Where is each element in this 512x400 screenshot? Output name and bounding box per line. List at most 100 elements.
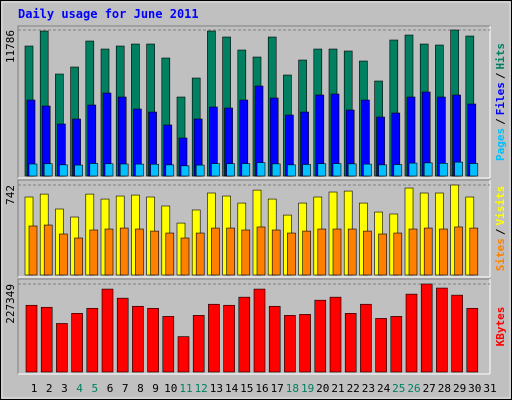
x-tick-label: 1 [31,382,38,395]
x-tick-label: 13 [210,382,223,395]
bar [238,296,251,373]
legend-separator: / [494,72,507,79]
bar [268,305,281,373]
legend-entry: Visits [494,186,507,226]
legend: KBytes [494,307,507,347]
bar [271,229,281,276]
x-tick-label: 10 [164,382,177,395]
x-tick-label: 26 [407,382,420,395]
bar [177,336,190,373]
bar [439,228,448,276]
bar [451,294,463,373]
bar [347,163,357,177]
x-tick-label: 20 [316,382,329,395]
bar [332,228,342,276]
bar [28,163,38,177]
bar [469,163,479,177]
bar [192,315,205,373]
bar [116,297,129,373]
bar [71,313,83,373]
bar [454,226,463,276]
x-tick-label: 23 [362,382,375,395]
bar [317,228,327,276]
bar [423,227,433,276]
bar [360,303,372,373]
bar [378,233,387,276]
x-tick-label: 2 [46,382,53,395]
bar [423,162,433,177]
x-tick-label: 6 [107,382,114,395]
bar [150,230,159,276]
bar [40,306,53,373]
bar [302,164,311,177]
x-tick-label: 19 [301,382,314,395]
bar [466,307,479,373]
bar [211,227,220,276]
bar [271,163,281,177]
bar [314,299,327,373]
y-tick-label: 742 [4,185,17,205]
x-tick-label: 29 [453,382,466,395]
bar [284,315,296,373]
x-tick-label: 18 [286,382,299,395]
bar [420,283,433,373]
legend-entry: Hits [494,43,507,70]
bar [408,228,418,276]
bar [43,224,53,276]
bar [405,293,418,373]
bar [195,164,205,177]
bar [253,288,266,373]
bar [390,316,403,373]
y-tick-label: 227349 [4,284,17,324]
x-tick-label: 9 [152,382,159,395]
bar [43,163,53,177]
bar [147,307,159,373]
bar [195,232,205,276]
bar [302,230,311,276]
y-tick-label: 11786 [4,30,17,63]
bar [329,296,342,373]
bar [393,232,403,276]
x-tick-label: 21 [331,382,344,395]
bar [226,227,235,276]
bar [135,163,144,177]
bar [208,303,220,373]
bar [241,163,251,177]
x-tick-label: 5 [91,382,98,395]
x-tick-label: 28 [438,382,451,395]
bar [241,229,251,276]
bar [101,288,114,373]
bar [256,226,266,276]
bar [211,163,220,177]
x-tick-label: 22 [347,382,360,395]
bar [132,305,144,373]
bar [74,164,83,177]
bar [287,232,296,276]
bar [89,163,99,177]
bar [74,237,83,276]
bar [287,164,296,177]
x-tick-label: 15 [240,382,253,395]
legend: Pages / Files / Hits [494,43,507,161]
bar [119,227,129,276]
x-tick-label: 30 [468,382,481,395]
chart-title: Daily usage for June 2011 [18,7,199,21]
bar [223,304,235,373]
bar [56,323,68,373]
bar [59,233,68,276]
x-tick-label: 3 [61,382,68,395]
bar [256,162,266,177]
x-tick-label: 14 [225,382,239,395]
bar [393,164,403,177]
bar [332,163,342,177]
bar [119,163,129,177]
bar [180,237,190,276]
x-tick-label: 7 [122,382,129,395]
bar [454,161,463,177]
bar [104,163,114,177]
bar [150,163,159,177]
bar [344,313,357,373]
x-tick-label: 25 [392,382,405,395]
x-tick-label: 8 [137,382,144,395]
x-tick-label: 27 [423,382,436,395]
